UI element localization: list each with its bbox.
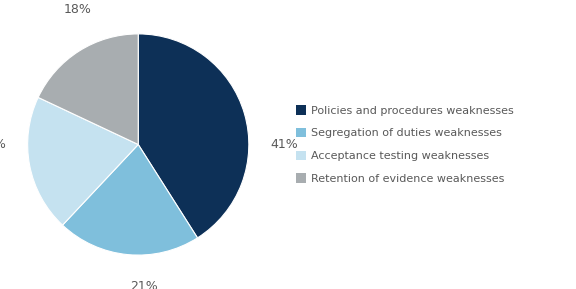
Text: 20%: 20% bbox=[0, 138, 6, 151]
Wedge shape bbox=[138, 34, 249, 238]
Text: 41%: 41% bbox=[270, 138, 298, 151]
Legend: Policies and procedures weaknesses, Segregation of duties weaknesses, Acceptance: Policies and procedures weaknesses, Segr… bbox=[296, 105, 514, 184]
Wedge shape bbox=[63, 144, 198, 255]
Text: 18%: 18% bbox=[63, 3, 92, 16]
Text: 21%: 21% bbox=[130, 279, 158, 289]
Wedge shape bbox=[38, 34, 138, 144]
Wedge shape bbox=[28, 97, 138, 225]
